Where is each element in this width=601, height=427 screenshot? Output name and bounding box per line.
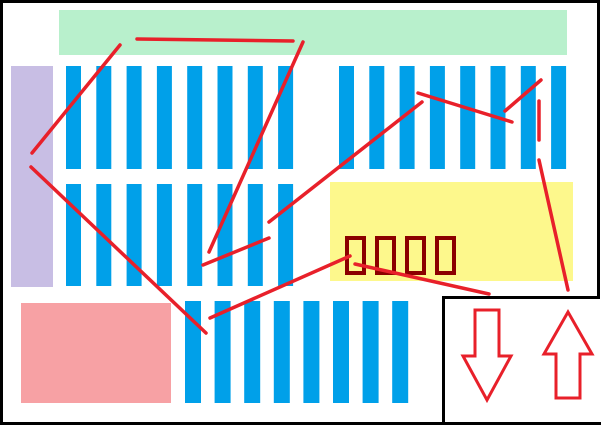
bottom-left-zone [21, 303, 171, 403]
route-path [29, 37, 570, 335]
shelf [460, 66, 476, 169]
shelf [339, 66, 354, 169]
shelf-block-top-left [66, 66, 294, 169]
left-zone [11, 66, 53, 287]
station [375, 236, 396, 275]
shelf [96, 66, 112, 169]
shelf [156, 66, 172, 169]
route-segment [353, 262, 491, 296]
shelf [247, 184, 263, 286]
shelf [66, 66, 81, 169]
shelf-block-middle-left [66, 184, 294, 286]
shelf-block-top-right [339, 66, 567, 169]
shelf [273, 301, 290, 403]
shelf [392, 301, 409, 403]
route-segment [537, 158, 570, 292]
route-segment [201, 236, 271, 267]
shelf [333, 301, 349, 403]
shelf [156, 184, 172, 286]
shelf [278, 184, 294, 286]
shelf [187, 184, 203, 286]
shelf [369, 66, 385, 169]
shelf [217, 66, 233, 169]
down-arrow-icon [460, 308, 514, 404]
route-segment [267, 100, 424, 224]
route-segment [416, 91, 514, 124]
route-segment [29, 165, 208, 335]
station [435, 236, 456, 275]
shelf [429, 66, 445, 169]
route-segment [208, 254, 352, 320]
route-segment [135, 37, 295, 43]
route-segment [30, 43, 122, 155]
shelf [303, 301, 320, 403]
shelf [66, 184, 81, 286]
top-zone [59, 10, 567, 55]
up-arrow-icon [541, 308, 595, 400]
shelf [520, 66, 536, 169]
route-segment [207, 40, 305, 254]
shelf [126, 66, 142, 169]
shelf [399, 66, 415, 169]
center-zone [330, 182, 573, 281]
shelf [214, 301, 231, 403]
shelves [66, 66, 567, 403]
shelf [247, 66, 263, 169]
shelf-block-bottom [185, 301, 409, 403]
shelf [362, 301, 379, 403]
station [405, 236, 426, 275]
stations [345, 236, 456, 275]
route-segment [503, 78, 543, 113]
shelf [551, 66, 567, 169]
shelf [217, 184, 233, 286]
shelf [187, 66, 203, 169]
shelf [244, 301, 261, 403]
